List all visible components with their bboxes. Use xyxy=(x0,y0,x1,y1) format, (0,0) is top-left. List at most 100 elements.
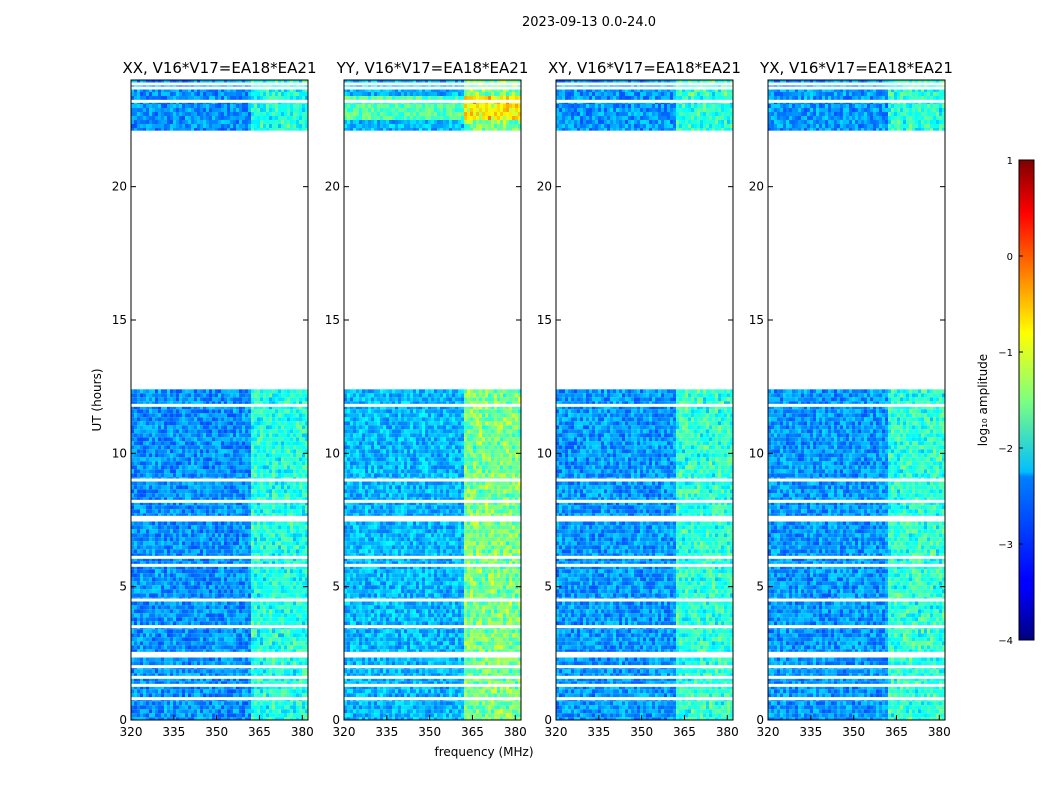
heatmap-cell xyxy=(131,689,134,694)
heatmap-cell xyxy=(164,461,167,466)
heatmap-cell xyxy=(200,541,203,546)
heatmap-cell xyxy=(140,469,143,474)
heatmap-cell xyxy=(176,481,179,486)
heatmap-cell xyxy=(221,601,224,606)
heatmap-cell xyxy=(146,489,149,494)
heatmap-cell xyxy=(236,80,239,84)
heatmap-cell xyxy=(140,553,143,558)
heatmap-cell xyxy=(230,709,233,714)
heatmap-cell xyxy=(194,553,197,558)
heatmap-cell xyxy=(281,461,284,466)
heatmap-cell xyxy=(239,613,242,618)
heatmap-cell xyxy=(233,605,236,610)
heatmap-cell xyxy=(263,513,266,518)
heatmap-cell xyxy=(287,637,290,642)
heatmap-cell xyxy=(281,413,284,418)
heatmap-cell xyxy=(299,633,302,638)
heatmap-cell xyxy=(293,545,296,550)
heatmap-cell xyxy=(278,413,281,418)
heatmap-cell xyxy=(251,649,254,654)
heatmap-cell xyxy=(287,585,290,590)
heatmap-cell xyxy=(146,605,149,610)
heatmap-cell xyxy=(203,637,206,642)
heatmap-cell xyxy=(305,389,308,394)
heatmap-cell xyxy=(224,389,227,394)
heatmap-cell xyxy=(266,549,269,554)
heatmap-cell xyxy=(215,445,218,450)
heatmap-cell xyxy=(290,689,293,694)
heatmap-cell xyxy=(224,397,227,402)
heatmap-cell xyxy=(296,717,299,720)
heatmap-cell xyxy=(275,561,278,566)
heatmap-cell xyxy=(146,401,149,406)
heatmap-cell xyxy=(149,681,152,686)
heatmap-cell xyxy=(161,577,164,582)
heatmap-cell xyxy=(158,433,161,438)
heatmap-cell xyxy=(212,717,215,720)
heatmap-cell xyxy=(203,481,206,486)
heatmap-cell xyxy=(170,417,173,422)
heatmap-cell xyxy=(170,713,173,718)
heatmap-cell xyxy=(302,469,305,474)
heatmap-cell xyxy=(257,553,260,558)
heatmap-cell xyxy=(236,465,239,470)
heatmap-cell xyxy=(224,589,227,594)
heatmap-cell xyxy=(158,449,161,454)
heatmap-cell xyxy=(134,509,137,514)
heatmap-cell xyxy=(257,441,260,446)
heatmap-cell xyxy=(191,481,194,486)
heatmap-cell xyxy=(290,609,293,614)
heatmap-cell xyxy=(179,633,182,638)
heatmap-cell xyxy=(242,701,245,706)
heatmap-cell xyxy=(257,589,260,594)
heatmap-cell xyxy=(134,453,137,458)
heatmap-cell xyxy=(290,709,293,714)
heatmap-cell xyxy=(287,469,290,474)
heatmap-cell xyxy=(218,681,221,686)
heatmap-cell xyxy=(233,577,236,582)
heatmap-cell xyxy=(188,497,191,502)
heatmap-cell xyxy=(275,405,278,410)
heatmap-cell xyxy=(284,705,287,710)
heatmap-cell xyxy=(293,433,296,438)
heatmap-cell xyxy=(254,649,257,654)
heatmap-cell xyxy=(290,529,293,534)
heatmap-cell xyxy=(281,565,284,570)
heatmap-cell xyxy=(212,505,215,510)
heatmap-cell xyxy=(302,609,305,614)
heatmap-cell xyxy=(257,437,260,442)
heatmap-cell xyxy=(149,561,152,566)
heatmap-cell xyxy=(179,545,182,550)
heatmap-cell xyxy=(161,573,164,578)
heatmap-cell xyxy=(212,569,215,574)
heatmap-cell xyxy=(206,661,209,666)
heatmap-cell xyxy=(221,437,224,442)
heatmap-cell xyxy=(293,429,296,434)
heatmap-cell xyxy=(149,637,152,642)
heatmap-cell xyxy=(197,609,200,614)
heatmap-cell xyxy=(230,601,233,606)
heatmap-cell xyxy=(272,509,275,514)
heatmap-cell xyxy=(161,84,164,88)
heatmap-cell xyxy=(236,469,239,474)
heatmap-cell xyxy=(248,481,251,486)
heatmap-cell xyxy=(158,577,161,582)
heatmap-cell xyxy=(269,569,272,574)
heatmap-cell xyxy=(302,573,305,578)
heatmap-cell xyxy=(278,617,281,622)
heatmap-cell xyxy=(281,525,284,530)
heatmap-cell xyxy=(305,545,308,550)
heatmap-cell xyxy=(176,417,179,422)
heatmap-cell xyxy=(155,465,158,470)
heatmap-cell xyxy=(167,405,170,410)
heatmap-cell xyxy=(134,613,137,618)
heatmap-cell xyxy=(146,633,149,638)
heatmap-cell xyxy=(227,533,230,538)
heatmap-cell xyxy=(200,629,203,634)
heatmap-cell xyxy=(191,589,194,594)
heatmap-cell xyxy=(143,693,146,698)
heatmap-cell xyxy=(203,545,206,550)
heatmap-cell xyxy=(239,621,242,626)
heatmap-cell xyxy=(194,673,197,678)
heatmap-cell xyxy=(287,553,290,558)
